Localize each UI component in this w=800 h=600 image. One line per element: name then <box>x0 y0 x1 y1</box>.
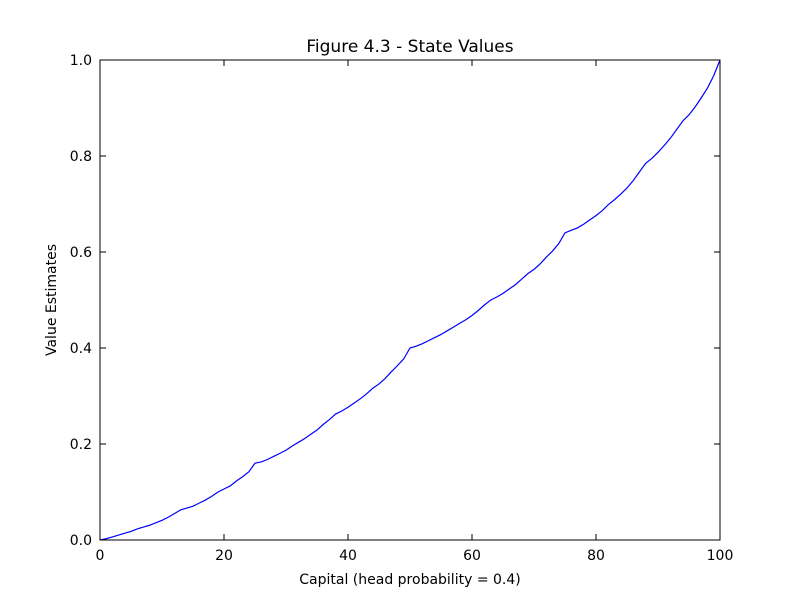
y-tick-label: 0.2 <box>70 437 92 453</box>
x-tick-label: 40 <box>339 548 357 564</box>
series-line-0 <box>99 59 721 541</box>
y-tick-label: 0.8 <box>70 149 92 165</box>
x-axis-label: Capital (head probability = 0.4) <box>299 572 520 588</box>
y-tick-label: 0.6 <box>70 245 92 261</box>
y-tick-label: 0.0 <box>70 533 92 549</box>
y-tick-label: 0.4 <box>70 341 92 357</box>
x-tick-label: 80 <box>587 548 605 564</box>
x-tick-label: 100 <box>707 548 734 564</box>
axis-ticks: 0 20 40 60 80 100 0.0 0.2 0.4 0.6 0.8 1.0 <box>70 53 734 564</box>
plot-frame <box>99 59 721 541</box>
x-tick-label: 20 <box>215 548 233 564</box>
chart-title: Figure 4.3 - State Values <box>306 37 513 57</box>
x-tick-label: 60 <box>463 548 481 564</box>
y-tick-label: 1.0 <box>70 53 92 69</box>
x-tick-label: 0 <box>96 548 105 564</box>
y-axis-label: Value Estimates <box>44 244 60 356</box>
plot-area <box>99 59 721 541</box>
